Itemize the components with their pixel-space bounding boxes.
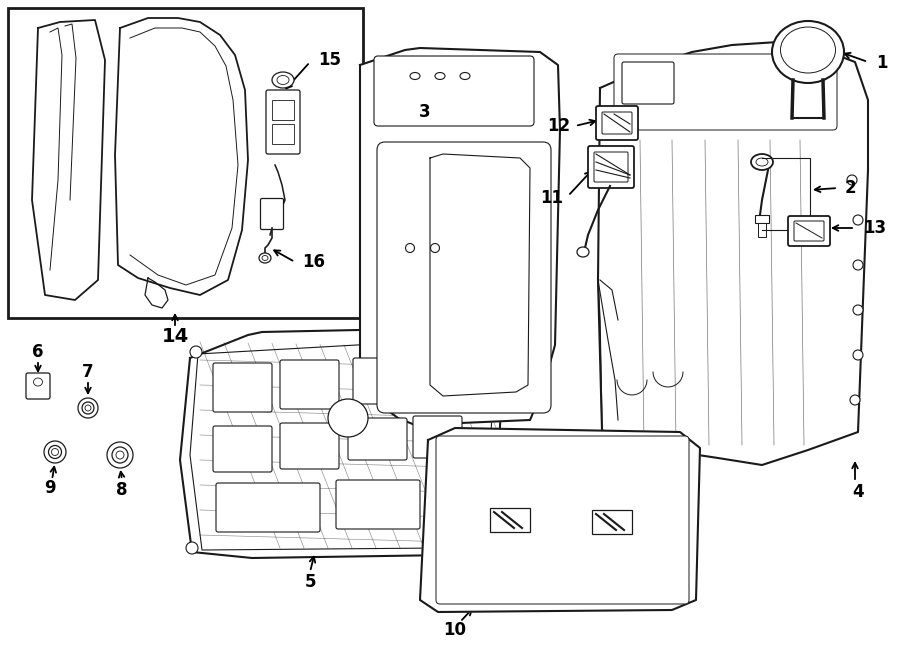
Ellipse shape [410, 73, 420, 79]
Ellipse shape [328, 399, 368, 437]
Polygon shape [360, 48, 560, 425]
Ellipse shape [751, 154, 773, 170]
Text: 4: 4 [852, 483, 864, 501]
Text: 6: 6 [32, 343, 44, 361]
FancyBboxPatch shape [788, 216, 830, 246]
Ellipse shape [850, 395, 860, 405]
Text: 5: 5 [304, 573, 316, 591]
FancyBboxPatch shape [596, 106, 638, 140]
Ellipse shape [107, 442, 133, 468]
Bar [272, 124, 294, 144]
FancyBboxPatch shape [213, 426, 272, 472]
Polygon shape [490, 508, 530, 532]
Text: 14: 14 [161, 326, 189, 346]
Ellipse shape [435, 73, 445, 79]
Ellipse shape [112, 447, 128, 463]
Text: 3: 3 [419, 103, 431, 121]
Bar [758, 223, 766, 237]
FancyBboxPatch shape [413, 356, 462, 400]
FancyBboxPatch shape [614, 54, 837, 130]
Text: 11: 11 [540, 189, 563, 207]
Polygon shape [598, 42, 868, 465]
FancyBboxPatch shape [602, 112, 632, 134]
FancyBboxPatch shape [213, 363, 272, 412]
Ellipse shape [482, 537, 494, 549]
FancyBboxPatch shape [353, 358, 407, 404]
Text: 15: 15 [318, 51, 341, 69]
Ellipse shape [406, 244, 415, 252]
Polygon shape [115, 18, 248, 295]
Polygon shape [592, 510, 632, 534]
Polygon shape [32, 20, 105, 300]
Text: 10: 10 [444, 621, 466, 639]
FancyBboxPatch shape [280, 423, 339, 469]
FancyBboxPatch shape [336, 480, 420, 529]
Ellipse shape [853, 215, 863, 225]
Ellipse shape [44, 441, 66, 463]
Ellipse shape [577, 247, 589, 257]
FancyBboxPatch shape [794, 221, 824, 241]
Text: 7: 7 [82, 363, 94, 381]
Text: 2: 2 [845, 179, 857, 197]
FancyBboxPatch shape [348, 418, 407, 460]
FancyBboxPatch shape [377, 142, 551, 413]
Ellipse shape [49, 446, 61, 459]
Ellipse shape [82, 402, 94, 414]
Text: 16: 16 [302, 253, 325, 271]
Ellipse shape [190, 346, 202, 358]
Ellipse shape [484, 338, 496, 350]
FancyBboxPatch shape [413, 416, 462, 458]
Polygon shape [180, 328, 504, 558]
Ellipse shape [853, 260, 863, 270]
FancyBboxPatch shape [436, 436, 689, 604]
Ellipse shape [430, 244, 439, 252]
FancyBboxPatch shape [266, 90, 300, 154]
Bar [272, 100, 294, 120]
Ellipse shape [460, 73, 470, 79]
Ellipse shape [78, 398, 98, 418]
Text: 12: 12 [547, 117, 570, 135]
Ellipse shape [853, 350, 863, 360]
FancyBboxPatch shape [374, 56, 534, 126]
FancyBboxPatch shape [216, 483, 320, 532]
Text: 8: 8 [116, 481, 128, 499]
Bar [8, 8, 363, 318]
FancyBboxPatch shape [260, 199, 284, 230]
FancyBboxPatch shape [622, 62, 674, 104]
Polygon shape [420, 428, 700, 612]
Ellipse shape [186, 542, 198, 554]
Ellipse shape [847, 175, 857, 185]
FancyBboxPatch shape [588, 146, 634, 188]
Text: 1: 1 [876, 54, 887, 72]
Text: 13: 13 [863, 219, 886, 237]
FancyBboxPatch shape [280, 360, 339, 409]
FancyBboxPatch shape [594, 152, 628, 182]
Ellipse shape [272, 72, 294, 88]
Ellipse shape [259, 253, 271, 263]
Bar [755, 215, 769, 223]
FancyBboxPatch shape [26, 373, 50, 399]
Ellipse shape [853, 305, 863, 315]
Ellipse shape [772, 21, 844, 83]
FancyBboxPatch shape [430, 476, 482, 525]
Text: 9: 9 [44, 479, 56, 497]
